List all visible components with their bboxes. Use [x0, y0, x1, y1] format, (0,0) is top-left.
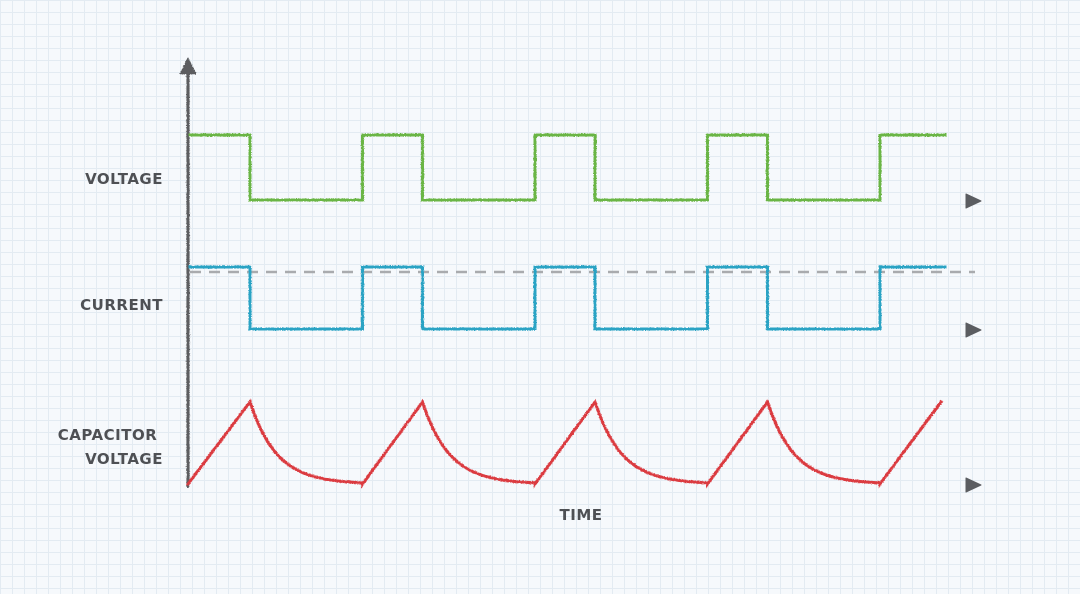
capacitor-voltage-channel: CAPACITOR VOLTAGE	[58, 398, 982, 493]
current-axis-arrow-icon	[965, 322, 982, 338]
voltage-channel: VOLTAGE	[85, 133, 982, 209]
current-waveform	[188, 265, 947, 331]
current-channel: CURRENT	[80, 265, 982, 338]
voltage-axis-arrow-icon	[965, 193, 982, 209]
current-label: CURRENT	[80, 296, 163, 314]
voltage-waveform	[188, 133, 947, 202]
vertical-axis	[179, 57, 197, 488]
capacitor-voltage-label: CAPACITOR VOLTAGE	[58, 426, 163, 468]
voltage-label: VOLTAGE	[85, 170, 163, 188]
capacitor-voltage-waveform	[185, 398, 944, 489]
time-axis-label: TIME	[560, 506, 603, 524]
vertical-axis-arrow-icon	[179, 57, 197, 75]
capacitor-axis-arrow-icon	[965, 477, 982, 493]
